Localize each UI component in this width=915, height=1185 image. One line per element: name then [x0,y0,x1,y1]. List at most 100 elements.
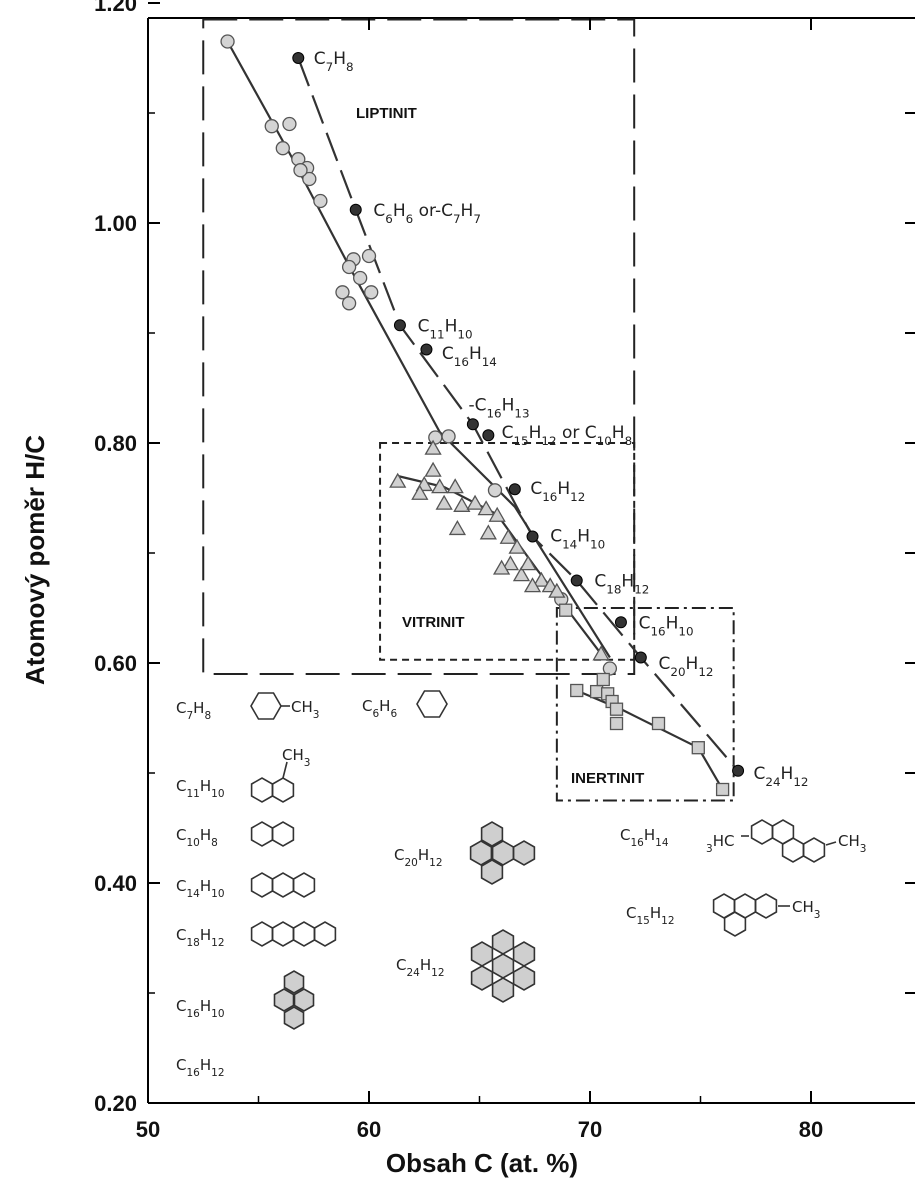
naphthalene-ring-icon [250,777,274,803]
compound-point [634,651,647,664]
tetracene-ring-icon [250,921,274,947]
compound-point [526,530,539,543]
x-axis-title: Obsah C (at. %) [386,1148,578,1178]
triangle-point [519,555,537,571]
triangle-point [424,439,442,455]
benzopyrene-ring-icon [469,840,493,866]
compound-point [614,616,627,629]
toluene-ring-icon [250,692,282,720]
point-annotation: C14H10 [550,526,605,551]
anthracene-ring-icon [250,872,274,898]
structure-group-label: CH3 [838,832,866,855]
pyrene-ring-icon [273,988,295,1012]
triangle-point [446,478,464,494]
trend-line-compounds [297,57,739,772]
circle-point [293,163,308,178]
compound-point [732,764,745,777]
phenanthrene-ring-icon [802,837,826,863]
data-points [220,34,745,797]
x-tick-label: 50 [136,1117,160,1142]
circle-point [341,296,357,311]
region-boxes: LIPTINIT VITRINIT INERTINIT [202,18,735,802]
phenanthrene-ring-icon [750,819,774,845]
square-point [609,702,624,716]
point-annotation: C15H12 or C10H8 [502,423,633,448]
pyrene-ring-icon [293,988,315,1012]
structure-key: C7H8 C6H6 C11H10 C10H8 C14H10 C18H12 C16H10 C16… [176,690,866,1079]
phenanthrene-ring-icon [754,893,778,919]
triangle-point [508,538,526,554]
plot-frame [147,17,915,1104]
naphthalene-ring-icon [250,821,274,847]
triangle-point [479,524,497,540]
phenanthrene-ring-icon [781,837,805,863]
bond-line [282,761,288,779]
coronene-ring-icon [512,941,536,967]
point-annotation: C6H6 or-C7H7 [373,201,481,226]
naphthalene-ring-icon [271,821,295,847]
circle-point [361,248,377,264]
point-annotation: C7H8 [314,49,354,74]
structure-formula-label: C24H12 [396,956,445,979]
tetracene-ring-icon [292,921,316,947]
structure-formula-label: C20H12 [394,846,443,869]
structure-group-label: CH3 [792,898,820,921]
circle-point [275,141,290,156]
compound-point [570,574,583,587]
circle-point [220,34,235,49]
x-tick-label: 70 [578,1117,602,1142]
structure-formula-label: C6H6 [362,697,397,720]
naphthalene-ring-icon [271,777,295,803]
triangle-point [501,555,520,571]
point-annotation: C18H12 [594,572,649,597]
structure-group-label: CH3 [282,746,310,769]
triangle-point [488,506,506,522]
structure-formula-label: C18H12 [176,926,225,949]
axis-ticks: 50 60 70 80 0.20 0.40 0.60 0.80 1.00 1.20 [94,0,915,1142]
structure-formula-label: C7H8 [176,699,211,722]
coronene-ring-icon [470,965,494,991]
compound-point [466,418,479,431]
point-annotation: C16H10 [639,613,694,638]
triangle-point [532,571,551,587]
square-point [570,683,584,698]
y-tick-label: 0.60 [94,651,137,676]
triangle-point [492,559,511,575]
structure-formula-label: C14H10 [176,877,225,900]
region-label: VITRINIT [402,614,465,631]
bond-line [825,841,837,846]
point-annotation: C11H10 [418,316,473,341]
circle-point [428,430,443,445]
square-point [589,684,604,699]
triangle-point [477,500,495,516]
y-axis-title: Atomový poměr H/C [20,435,50,685]
triangle-point [424,461,442,477]
circle-point [264,119,279,134]
region-box [202,18,636,675]
triangle-point [431,478,449,494]
structure-group-label: CH3 [291,698,319,721]
anthracene-ring-icon [292,872,316,898]
y-tick-label: 1.00 [94,211,137,236]
compound-point [508,483,521,496]
point-annotation: C20H12 [659,654,714,679]
y-tick-label: 0.20 [94,1091,137,1116]
structure-formula-label: C16H12 [176,1056,225,1079]
triangle-point [411,484,429,500]
square-point [609,716,624,731]
trend-line-circles [226,40,611,659]
coronene-ring-icon [491,953,515,979]
coronene-ring-icon [512,965,536,991]
square-point [559,603,573,617]
point-annotation: -C16H13 [468,396,529,421]
phenanthrene-ring-icon [723,911,747,937]
square-point [715,782,730,797]
point-annotation: C24H12 [754,764,809,789]
structure-formula-label: C15H12 [626,904,675,927]
point-annotation: C16H14 [442,344,497,369]
compound-point [292,52,305,64]
y-tick-label: 0.40 [94,871,137,896]
structure-formula-label: C11H10 [176,777,225,800]
square-point [691,741,705,755]
circle-point [341,259,357,275]
